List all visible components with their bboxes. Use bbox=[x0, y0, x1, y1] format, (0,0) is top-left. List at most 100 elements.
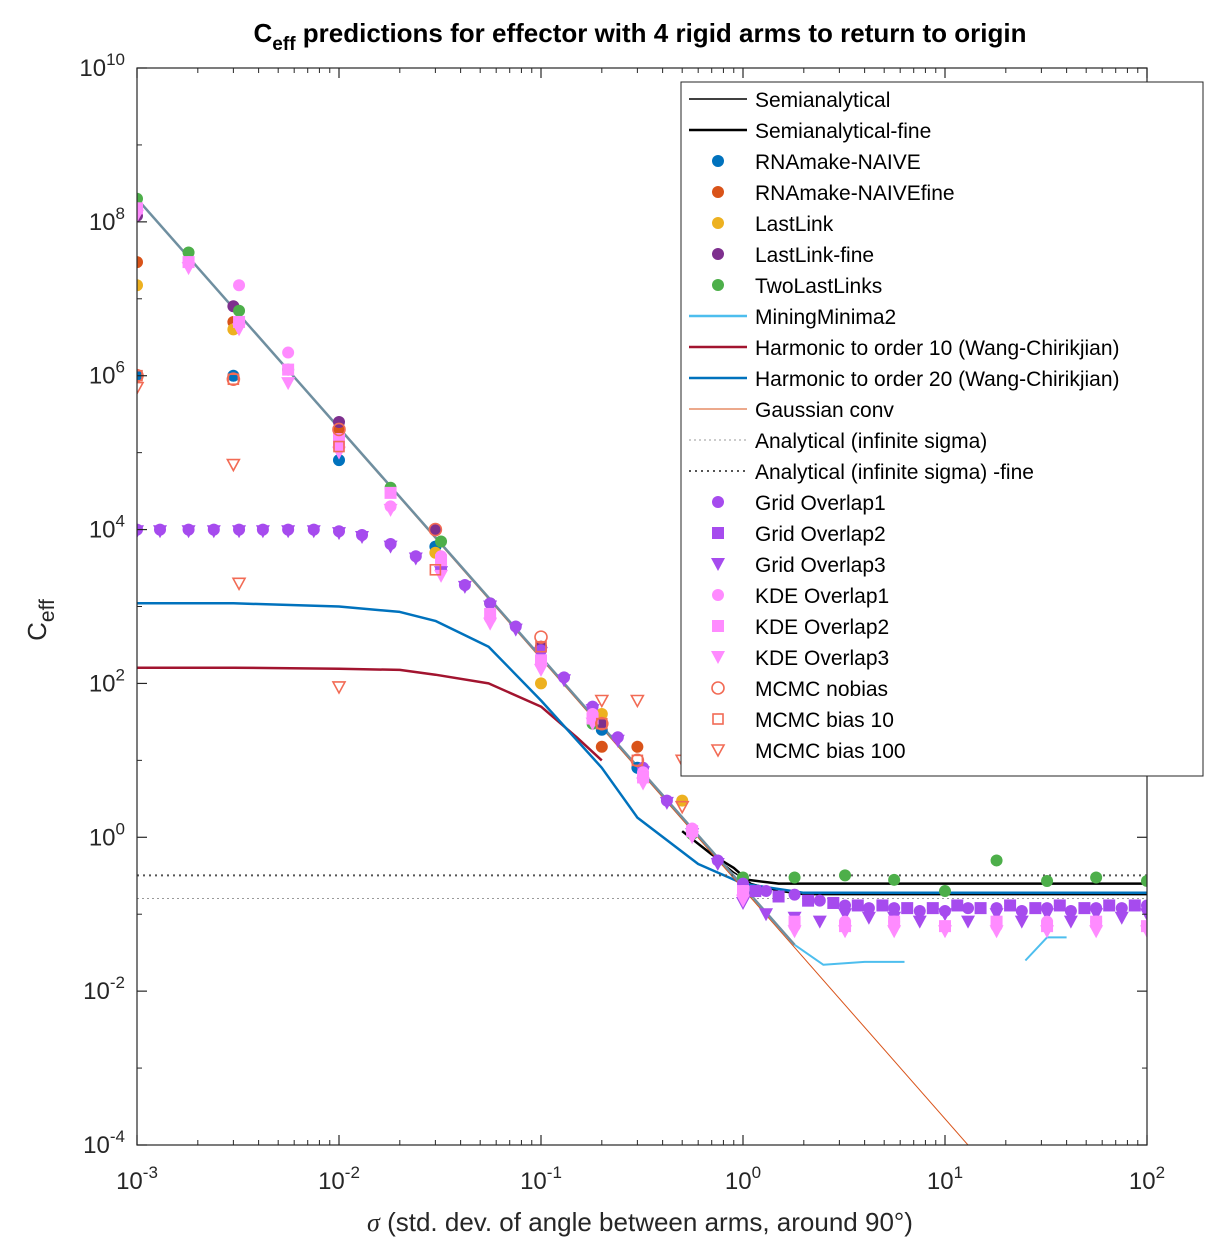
legend-swatch-marker bbox=[711, 651, 725, 664]
x-tick-label: 101 bbox=[927, 1163, 963, 1195]
data-point-kde-overlap2 bbox=[282, 363, 295, 376]
legend-item: Grid Overlap2 bbox=[712, 523, 886, 546]
data-point-twolastlinks bbox=[839, 869, 852, 882]
legend-label: Analytical (infinite sigma) -fine bbox=[755, 461, 1034, 484]
legend-label: Gaussian conv bbox=[755, 399, 894, 422]
data-point-kde-overlap3 bbox=[534, 663, 548, 677]
legend-item: MCMC bias 100 bbox=[710, 740, 906, 763]
data-point-lastlink-fine bbox=[595, 717, 608, 730]
data-point-grid-overlap3 bbox=[838, 908, 853, 922]
data-point-grid-overlap1 bbox=[1064, 905, 1077, 918]
legend-swatch-marker bbox=[712, 496, 724, 508]
legend-item: LastLink-fine bbox=[712, 244, 874, 267]
data-point-grid-overlap3 bbox=[483, 600, 498, 614]
data-point-grid-overlap2 bbox=[1078, 902, 1091, 915]
legend-item: Harmonic to order 10 (Wang-Chirikjian) bbox=[689, 337, 1120, 360]
data-point-grid-overlap3 bbox=[989, 908, 1004, 922]
data-point-rnamake-naive bbox=[333, 454, 345, 467]
data-point-mcmc-bias-100 bbox=[674, 800, 690, 815]
data-point-grid-overlap3 bbox=[961, 915, 976, 929]
data-point-lastlink bbox=[595, 708, 608, 721]
x-axis: 10-3 10-2 10-1 100 101 102 bbox=[116, 68, 1165, 1195]
legend-swatch-marker bbox=[712, 527, 724, 539]
data-point-grid-overlap2 bbox=[749, 885, 762, 898]
data-point-mcmc-bias-100 bbox=[630, 694, 645, 709]
y-tick-label: 106 bbox=[89, 358, 125, 390]
legend-item: Grid Overlap3 bbox=[711, 554, 886, 577]
legend-label: Semianalytical bbox=[755, 89, 890, 112]
legend-label: Analytical (infinite sigma) bbox=[755, 430, 987, 453]
legend-item: MCMC nobias bbox=[711, 678, 888, 701]
data-point-mcmc-nobias bbox=[534, 630, 548, 644]
data-point-kde-overlap3 bbox=[1040, 925, 1055, 939]
legend-swatch-marker bbox=[711, 558, 725, 571]
data-point-mcmc-nobias bbox=[595, 716, 609, 731]
data-point-kde-overlap3 bbox=[736, 894, 750, 908]
y-tick-label: 10-4 bbox=[83, 1127, 125, 1159]
data-point-twolastlinks bbox=[788, 871, 801, 884]
legend-item: KDE Overlap2 bbox=[712, 616, 889, 639]
data-point-grid-overlap3 bbox=[610, 734, 625, 748]
legend-swatch-marker bbox=[712, 248, 724, 260]
legend-item: Analytical (infinite sigma) -fine bbox=[689, 461, 1034, 484]
data-point-grid-overlap1 bbox=[813, 894, 826, 907]
y-tick-label: 10-2 bbox=[83, 973, 125, 1005]
y-tick-label: 100 bbox=[89, 819, 125, 851]
data-point-grid-overlap2 bbox=[876, 899, 889, 912]
data-point-grid-overlap2 bbox=[802, 894, 815, 907]
data-point-grid-overlap1 bbox=[788, 888, 801, 901]
data-point-rnamake-naivefine bbox=[631, 740, 644, 753]
data-point-grid-overlap2 bbox=[901, 902, 914, 915]
series-grid-overlap2 bbox=[749, 885, 1141, 915]
data-point-grid-overlap3 bbox=[557, 674, 572, 688]
legend-swatch-marker bbox=[710, 744, 726, 758]
legend-label: MCMC bias 10 bbox=[755, 709, 894, 732]
data-point-kde-overlap1 bbox=[233, 279, 246, 292]
data-point-mcmc-bias-100 bbox=[226, 458, 241, 473]
data-point-grid-overlap3 bbox=[710, 857, 725, 871]
legend-swatch-marker bbox=[712, 155, 724, 167]
data-point-grid-overlap3 bbox=[812, 915, 827, 929]
data-point-grid-overlap1 bbox=[888, 902, 901, 915]
series-mcmc-nobias bbox=[137, 368, 645, 768]
data-point-grid-overlap3 bbox=[912, 915, 927, 929]
data-point-grid-overlap3 bbox=[408, 552, 423, 566]
data-point-mcmc-bias-10 bbox=[429, 563, 442, 576]
data-point-grid-overlap1 bbox=[862, 902, 875, 915]
data-point-lastlink-fine bbox=[429, 523, 442, 536]
legend: Semianalytical Semianalytical-fine RNAmake… bbox=[680, 81, 1204, 777]
data-point-rnamake-naivefine bbox=[137, 256, 143, 269]
data-point-kde-overlap3 bbox=[838, 925, 853, 939]
data-point-mcmc-bias-10 bbox=[596, 717, 608, 730]
data-point-kde-overlap3 bbox=[232, 323, 247, 337]
legend-item: Grid Overlap1 bbox=[712, 492, 886, 515]
data-point-grid-overlap3 bbox=[206, 525, 221, 539]
data-point-grid-overlap3 bbox=[181, 525, 196, 539]
data-point-twolastlinks bbox=[1041, 875, 1054, 888]
legend-item: MCMC bias 10 bbox=[712, 709, 894, 732]
data-point-rnamake-naive bbox=[227, 369, 240, 382]
x-tick-label: 102 bbox=[1129, 1163, 1165, 1195]
data-point-mcmc-bias-10 bbox=[631, 754, 644, 767]
x-tick-label: 100 bbox=[725, 1163, 761, 1195]
data-point-kde-overlap2 bbox=[435, 554, 448, 567]
data-point-grid-overlap3 bbox=[281, 525, 296, 539]
legend-label: KDE Overlap1 bbox=[755, 585, 889, 608]
data-point-kde-overlap2 bbox=[384, 486, 397, 499]
data-point-grid-overlap2 bbox=[1029, 902, 1042, 915]
data-point-grid-overlap1 bbox=[913, 905, 926, 918]
data-point-grid-overlap3 bbox=[383, 540, 398, 554]
series-line-gaussian-approx bbox=[137, 197, 796, 946]
data-point-grid-overlap3 bbox=[861, 911, 876, 925]
data-point-grid-overlap3 bbox=[1040, 908, 1055, 922]
legend-item: TwoLastLinks bbox=[712, 275, 882, 298]
data-point-kde-overlap2 bbox=[888, 915, 901, 928]
data-point-grid-overlap2 bbox=[1103, 899, 1116, 912]
legend-label: LastLink-fine bbox=[755, 244, 874, 267]
data-point-mcmc-bias-100 bbox=[137, 381, 145, 396]
data-point-kde-overlap3 bbox=[989, 925, 1004, 939]
y-axis: 10-4 10-2 100 102 104 106 108 1010 bbox=[79, 50, 1147, 1159]
data-point-twolastlinks bbox=[939, 885, 951, 898]
legend-swatch-marker bbox=[712, 217, 724, 229]
